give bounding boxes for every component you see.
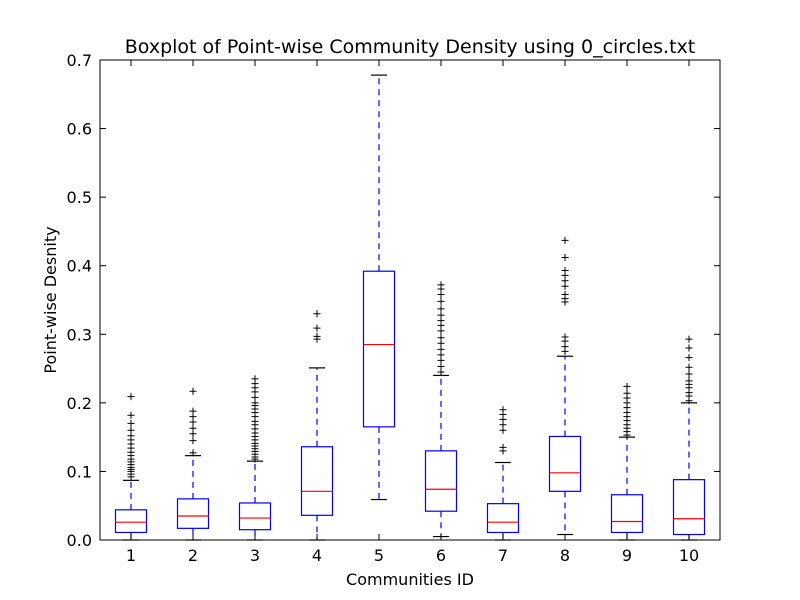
outlier-marker [189,424,197,432]
iqr-box [238,502,272,531]
chart-title: Boxplot of Point-wise Community Density … [125,36,695,58]
x-axis: 1 2 3 4 5 6 7 8 9 10 [126,60,699,565]
outlier-marker [251,375,259,383]
outlier-marker [685,344,693,352]
outlier-marker [623,389,631,397]
outlier-marker [437,305,445,313]
outlier-marker [561,236,569,244]
outlier-marker [127,419,135,427]
y-tick-label: 0.5 [67,188,92,207]
box-group-10 [672,335,706,541]
outlier-marker [437,311,445,319]
y-tick-label: 0.2 [67,394,92,413]
outlier-marker [561,333,569,341]
outlier-marker [313,332,321,340]
box-group-1 [114,393,148,541]
x-tick-label: 7 [498,546,508,565]
x-tick-label: 4 [312,546,322,565]
outlier-marker [189,407,197,415]
box-group-5 [362,74,396,501]
iqr-box [114,509,148,534]
outlier-marker [437,363,445,371]
iqr-box [424,450,458,512]
y-axis: 0.0 0.1 0.2 0.3 0.4 0.5 0.6 0.7 [67,51,720,550]
y-tick-label: 0.1 [67,462,92,481]
outlier-marker [127,393,135,401]
outlier-marker [127,411,135,419]
outlier-marker [127,426,135,434]
x-tick-label: 1 [126,546,136,565]
box-group-4 [300,310,334,541]
outlier-marker [437,345,445,353]
iqr-box [486,503,520,534]
iqr-box [176,498,210,529]
outlier-marker [685,354,693,362]
outlier-marker [189,387,197,395]
x-tick-label: 8 [560,546,570,565]
y-tick-label: 0.7 [67,51,92,70]
box-group-6 [424,281,458,538]
x-axis-label: Communities ID [346,570,474,589]
iqr-box [548,435,582,492]
outlier-marker [561,253,569,261]
box-group-3 [238,375,272,541]
x-tick-label: 10 [679,546,699,565]
y-tick-label: 0.4 [67,257,92,276]
box-group-7 [486,406,520,541]
outlier-marker [437,297,445,305]
outlier-marker [313,310,321,318]
y-tick-label: 0.6 [67,120,92,139]
plot-area [99,59,721,541]
outlier-marker [685,363,693,371]
box-group-2 [176,387,210,541]
outlier-marker [623,382,631,390]
outlier-marker [561,267,569,275]
iqr-box [610,494,644,534]
iqr-box [672,479,706,536]
outlier-marker [437,281,445,289]
iqr-box [362,270,396,428]
box-group-8 [548,236,582,536]
x-tick-label: 9 [622,546,632,565]
outlier-marker [189,449,197,457]
y-axis-label: Point-wise Desnity [41,226,60,373]
outlier-marker [499,443,507,451]
y-tick-label: 0.3 [67,325,92,344]
box-group-9 [610,382,644,541]
x-tick-label: 2 [188,546,198,565]
outlier-marker [685,335,693,343]
outlier-marker [561,291,569,299]
outlier-marker [685,370,693,378]
outlier-marker [499,406,507,414]
x-tick-label: 6 [436,546,446,565]
outlier-marker [313,324,321,332]
plot-frame [99,59,721,541]
outlier-marker [189,437,197,445]
y-tick-label: 0.0 [67,531,92,550]
iqr-box [300,446,334,516]
outlier-marker [437,334,445,342]
outlier-marker [685,377,693,385]
x-tick-label: 3 [250,546,260,565]
x-tick-label: 5 [374,546,384,565]
